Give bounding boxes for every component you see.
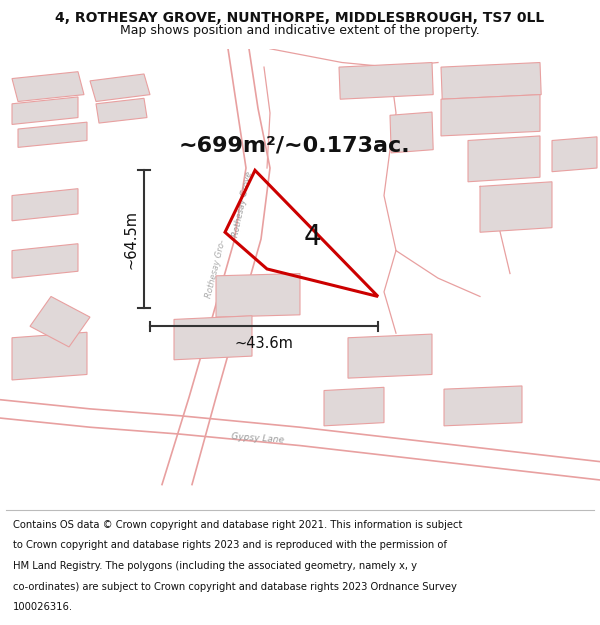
- Polygon shape: [441, 94, 540, 136]
- Polygon shape: [216, 274, 300, 317]
- Polygon shape: [480, 182, 552, 232]
- Text: ~699m²/~0.173ac.: ~699m²/~0.173ac.: [178, 135, 410, 155]
- Polygon shape: [339, 62, 433, 99]
- Text: Rothesay Gro-: Rothesay Gro-: [205, 239, 227, 299]
- Polygon shape: [12, 72, 84, 101]
- Text: to Crown copyright and database rights 2023 and is reproduced with the permissio: to Crown copyright and database rights 2…: [13, 541, 447, 551]
- Polygon shape: [174, 316, 252, 360]
- Text: HM Land Registry. The polygons (including the associated geometry, namely x, y: HM Land Registry. The polygons (includin…: [13, 561, 417, 571]
- Text: ~43.6m: ~43.6m: [235, 336, 293, 351]
- Polygon shape: [441, 62, 541, 99]
- Polygon shape: [324, 388, 384, 426]
- Polygon shape: [12, 189, 78, 221]
- Polygon shape: [18, 122, 87, 148]
- Polygon shape: [30, 296, 90, 347]
- Polygon shape: [12, 244, 78, 278]
- Polygon shape: [348, 334, 432, 378]
- Text: Contains OS data © Crown copyright and database right 2021. This information is : Contains OS data © Crown copyright and d…: [13, 520, 463, 530]
- Polygon shape: [468, 136, 540, 182]
- Text: co-ordinates) are subject to Crown copyright and database rights 2023 Ordnance S: co-ordinates) are subject to Crown copyr…: [13, 581, 457, 591]
- Polygon shape: [96, 98, 147, 123]
- Text: Gypsy Lane: Gypsy Lane: [232, 432, 284, 445]
- Polygon shape: [390, 112, 433, 153]
- Polygon shape: [12, 97, 78, 124]
- Polygon shape: [12, 332, 87, 380]
- Text: 4: 4: [303, 223, 321, 251]
- Polygon shape: [444, 386, 522, 426]
- Text: 4, ROTHESAY GROVE, NUNTHORPE, MIDDLESBROUGH, TS7 0LL: 4, ROTHESAY GROVE, NUNTHORPE, MIDDLESBRO…: [55, 11, 545, 25]
- Text: ~64.5m: ~64.5m: [124, 209, 139, 269]
- Text: 100026316.: 100026316.: [13, 602, 73, 612]
- Polygon shape: [90, 74, 150, 101]
- Polygon shape: [552, 137, 597, 172]
- Text: Map shows position and indicative extent of the property.: Map shows position and indicative extent…: [120, 24, 480, 36]
- Text: Rothesay Grove: Rothesay Grove: [232, 171, 254, 238]
